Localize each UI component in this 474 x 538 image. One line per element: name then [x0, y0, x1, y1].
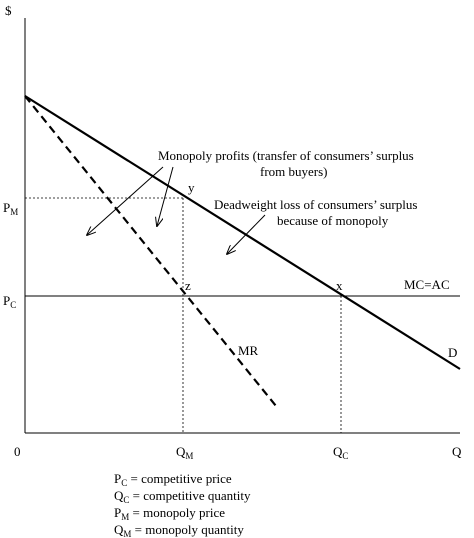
- monopoly-profits-note-line1: Monopoly profits (transfer of consumers’…: [158, 148, 414, 163]
- origin-label: 0: [14, 444, 21, 459]
- point-x-label: x: [336, 278, 343, 293]
- y-axis-label: $: [5, 3, 12, 18]
- pc-label: PC: [3, 293, 16, 310]
- legend-item: QC = competitive quantity: [114, 488, 251, 505]
- x-axis-label: Q: [452, 444, 462, 459]
- mr-curve: [24, 95, 277, 407]
- mc-ac-label: MC=AC: [404, 277, 450, 292]
- point-y-label: y: [188, 180, 195, 195]
- demand-label: D: [448, 345, 457, 360]
- monopoly-profits-arrow-right: [157, 166, 174, 226]
- mr-label: MR: [238, 343, 259, 358]
- deadweight-arrow: [227, 214, 266, 254]
- legend-item: PM = monopoly price: [114, 505, 225, 522]
- demand-curve: [24, 95, 461, 370]
- monopoly-profits-note-line2: from buyers): [260, 164, 328, 179]
- deadweight-note-line2: because of monopoly: [277, 213, 389, 228]
- deadweight-note-line1: Deadweight loss of consumers’ surplus: [214, 197, 417, 212]
- legend-item: QM = monopoly quantity: [114, 522, 244, 538]
- monopoly-profits-arrow-left: [87, 166, 164, 235]
- qc-label: QC: [333, 444, 348, 461]
- pm-label: PM: [3, 200, 18, 217]
- legend-item: PC = competitive price: [114, 471, 232, 488]
- legend: PC = competitive price QC = competitive …: [114, 471, 251, 538]
- qm-label: QM: [176, 444, 193, 461]
- point-z-label: z: [185, 278, 191, 293]
